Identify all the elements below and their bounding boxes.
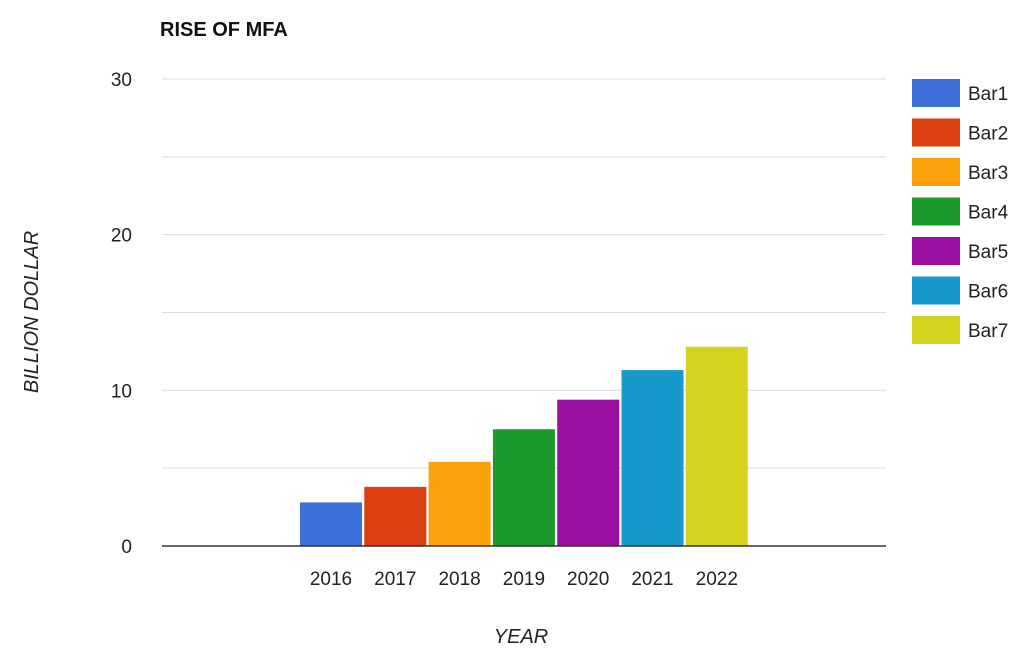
x-axis-label: YEAR [494,626,548,648]
x-axis-ticks: 2016 2017 2018 2019 2020 2021 2022 [310,569,738,590]
legend-swatch-bar7 [912,316,960,344]
bar-bar3 [428,461,491,546]
legend-label: Bar7 [968,321,1008,342]
y-axis-label: BILLION DOLLAR [21,231,43,393]
legend-swatch-bar4 [912,197,960,226]
x-tick-label: 2022 [696,569,738,590]
legend-swatch-bar2 [912,118,960,147]
y-tick-label: 30 [111,70,132,91]
y-tick-label: 10 [111,381,132,402]
legend-label: Bar3 [968,163,1008,184]
legend-label: Bar6 [968,282,1008,303]
bar-bar6 [621,370,684,546]
y-tick-label: 20 [111,226,132,247]
x-tick-label: 2018 [438,569,480,590]
x-tick-label: 2020 [567,569,609,590]
y-tick-label: 0 [121,537,132,558]
legend-label: Bar2 [968,124,1008,145]
x-tick-label: 2017 [374,569,416,590]
bar-bar2 [364,486,427,546]
legend-swatch-bar5 [912,237,960,265]
x-tick-label: 2021 [631,569,673,590]
x-tick-label: 2019 [503,569,545,590]
bar-bar7 [685,346,748,546]
legend-swatch-bar6 [912,276,960,305]
gridlines [162,78,886,469]
legend-label: Bar4 [968,203,1009,224]
bar-bar1 [300,502,362,546]
legend-swatch-bar1 [912,79,960,107]
legend-label: Bar5 [968,242,1008,263]
bar-bar5 [557,399,620,546]
legend: Bar1 Bar2 Bar3 Bar4 Bar5 Bar6 Bar7 [912,79,1009,344]
legend-label: Bar1 [968,84,1008,105]
bar-bar4 [492,429,555,546]
chart-title: RISE OF MFA [160,19,288,41]
x-tick-label: 2016 [310,569,352,590]
y-axis-ticks: 0 10 20 30 [111,70,132,558]
bars [300,346,748,546]
legend-swatch-bar3 [912,158,960,186]
